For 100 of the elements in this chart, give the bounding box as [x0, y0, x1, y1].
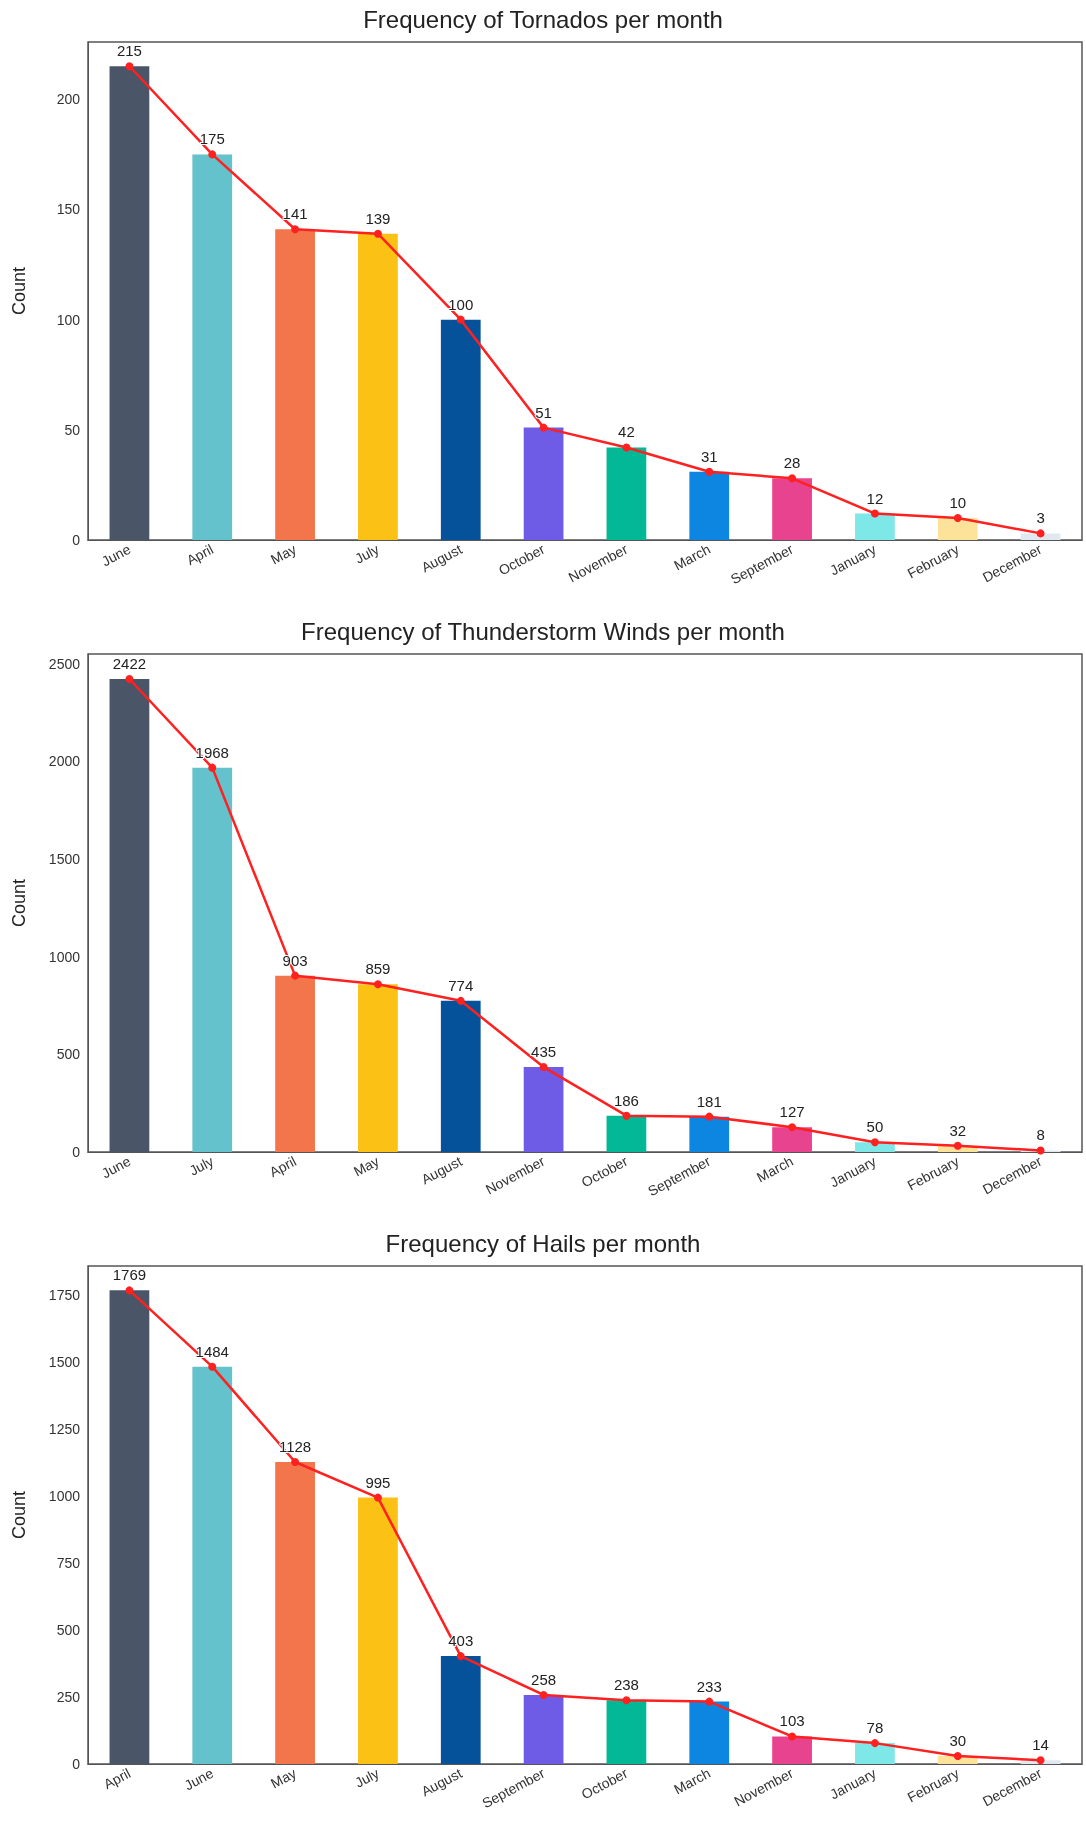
data-label: 859 — [365, 960, 391, 978]
point — [705, 1697, 714, 1706]
point — [705, 1112, 714, 1121]
data-label: 995 — [365, 1473, 391, 1491]
bar — [772, 1127, 812, 1152]
x-tick-label: June — [98, 1152, 134, 1182]
point — [953, 1751, 962, 1760]
bar — [440, 1656, 481, 1764]
data-label: 3 — [1036, 509, 1045, 527]
bar — [358, 1497, 398, 1764]
point — [1036, 1146, 1045, 1155]
x-tick-label: May — [268, 540, 299, 568]
data-label: 238 — [613, 1676, 639, 1694]
point — [788, 1732, 797, 1741]
y-tick-label: 50 — [64, 421, 81, 438]
x-tick-label: April — [100, 1764, 134, 1793]
bar — [855, 513, 895, 540]
bar — [192, 767, 233, 1152]
data-label: 181 — [696, 1092, 722, 1110]
data-label: 215 — [116, 42, 142, 60]
data-label: 100 — [448, 295, 474, 313]
point — [1036, 1756, 1045, 1765]
data-label: 175 — [199, 130, 225, 148]
point — [208, 1362, 217, 1371]
bar — [275, 975, 315, 1152]
bar — [192, 1366, 233, 1764]
bar — [358, 984, 398, 1152]
bar — [523, 427, 564, 540]
data-label: 32 — [949, 1121, 967, 1139]
y-tick-label: 1750 — [48, 1287, 81, 1304]
bar — [109, 1290, 150, 1764]
bar — [109, 66, 150, 540]
data-label: 14 — [1032, 1736, 1049, 1754]
x-tick-label: June — [98, 540, 134, 570]
y-tick-label: 750 — [56, 1555, 81, 1572]
point — [208, 150, 217, 159]
point — [291, 225, 300, 234]
data-label: 2422 — [112, 655, 147, 672]
y-axis-title: Count — [9, 266, 29, 316]
data-label: 103 — [779, 1712, 805, 1730]
data-label: 127 — [779, 1103, 805, 1121]
bar — [772, 478, 812, 540]
point — [373, 1493, 382, 1502]
data-label: 774 — [448, 976, 474, 994]
bar — [855, 1743, 895, 1764]
data-label: 435 — [531, 1043, 557, 1061]
point — [870, 509, 879, 518]
point — [208, 763, 217, 772]
y-tick-label: 200 — [56, 91, 81, 108]
y-tick-label: 1250 — [48, 1421, 81, 1438]
bar — [689, 1701, 730, 1764]
data-label: 42 — [618, 423, 635, 441]
bar — [440, 1000, 481, 1152]
bar — [440, 319, 481, 540]
chart-title: Frequency of Tornados per month — [363, 5, 723, 33]
point — [622, 1111, 631, 1120]
y-tick-label: 1000 — [48, 1488, 81, 1505]
data-label: 1484 — [195, 1342, 229, 1360]
data-label: 1769 — [112, 1266, 147, 1284]
point — [539, 423, 548, 432]
point — [622, 1696, 631, 1705]
point — [125, 675, 134, 683]
y-axis-title: Count — [9, 1490, 29, 1540]
chart-title: Frequency of Hails per month — [385, 1229, 701, 1257]
bar — [689, 471, 730, 540]
y-tick-label: 0 — [72, 532, 81, 548]
data-label: 50 — [866, 1118, 884, 1136]
y-tick-label: 500 — [56, 1046, 81, 1063]
point — [788, 474, 797, 483]
x-tick-label: July — [352, 540, 382, 567]
data-label: 28 — [783, 454, 801, 472]
x-tick-label: June — [181, 1764, 217, 1794]
data-label: 186 — [613, 1091, 639, 1109]
bar — [109, 679, 150, 1152]
point — [953, 1141, 962, 1150]
chart-title: Frequency of Thunderstorm Winds per month — [301, 617, 785, 645]
point — [788, 1123, 797, 1132]
x-tick-label: April — [266, 1152, 299, 1181]
data-label: 78 — [866, 1719, 884, 1737]
y-tick-label: 100 — [56, 311, 81, 328]
data-label: 233 — [696, 1677, 722, 1695]
point — [870, 1138, 879, 1147]
y-tick-label: 2000 — [48, 753, 81, 770]
point — [291, 1457, 300, 1466]
point — [456, 315, 465, 324]
bar — [606, 1115, 647, 1152]
bar — [192, 154, 233, 540]
point — [539, 1063, 548, 1072]
y-axis-title: Count — [9, 878, 29, 928]
point — [1036, 529, 1045, 538]
point — [705, 467, 714, 476]
y-tick-label: 2500 — [48, 655, 81, 672]
data-label: 141 — [282, 205, 308, 223]
x-tick-label: May — [350, 1152, 382, 1180]
y-tick-label: 150 — [56, 201, 81, 218]
point — [456, 996, 465, 1005]
point — [125, 1286, 134, 1295]
data-label: 30 — [949, 1731, 967, 1749]
bar — [275, 229, 315, 540]
x-tick-label: July — [186, 1152, 216, 1179]
